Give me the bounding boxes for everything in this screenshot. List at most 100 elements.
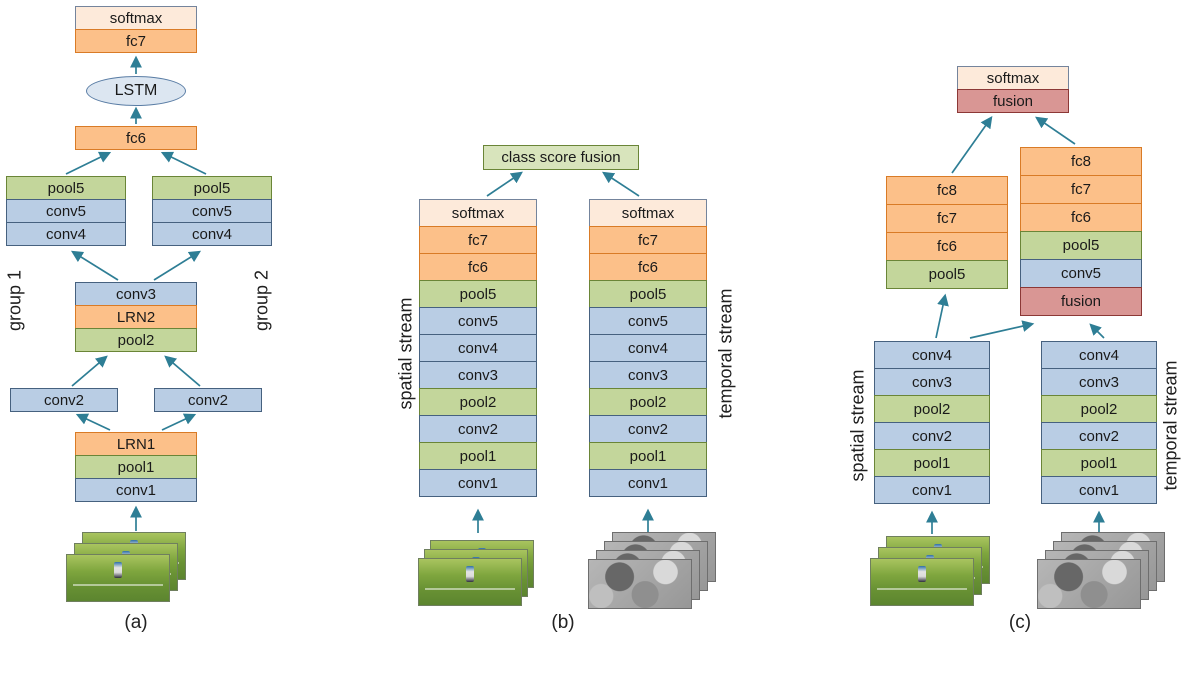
temporal-stream-stack-c: conv4 conv3 pool2 conv2 pool1 conv1 xyxy=(1041,341,1157,504)
layer-lrn1: LRN1 xyxy=(75,432,197,456)
layer-fc7: fc7 xyxy=(1020,175,1142,204)
layer-fusion: fusion xyxy=(1020,287,1142,316)
flow-frame xyxy=(588,559,692,609)
arrow xyxy=(70,250,119,281)
layer-conv1: conv1 xyxy=(874,476,990,504)
arrow xyxy=(935,293,949,339)
layer-pool1: pool1 xyxy=(1041,449,1157,477)
layer-pool2: pool2 xyxy=(419,388,537,416)
temporal-stream-stack-b: softmax fc7 fc6 pool5 conv5 conv4 conv3 … xyxy=(589,199,707,497)
arrow xyxy=(75,413,111,431)
head-stack-a: softmax fc7 xyxy=(75,6,197,53)
video-frames-spatial-b xyxy=(418,540,550,618)
layer-conv2: conv2 xyxy=(419,415,537,443)
mid-stack-a: conv3 LRN2 pool2 xyxy=(75,282,197,352)
layer-fc8: fc8 xyxy=(1020,147,1142,176)
layer-fc7: fc7 xyxy=(419,226,537,254)
arrow xyxy=(486,171,523,197)
layer-fc6: fc6 xyxy=(75,126,197,150)
video-frame xyxy=(418,558,522,606)
layer-conv4: conv4 xyxy=(1041,341,1157,369)
layer-conv1: conv1 xyxy=(419,469,537,497)
layer-pool2: pool2 xyxy=(1041,395,1157,423)
video-frames-spatial-c xyxy=(870,536,1002,614)
video-frames-spatial-a xyxy=(66,532,198,610)
layer-softmax: softmax xyxy=(589,199,707,227)
layer-conv5: conv5 xyxy=(419,307,537,335)
layer-conv3: conv3 xyxy=(419,361,537,389)
flow-frame xyxy=(1037,559,1141,609)
layer-conv4: conv4 xyxy=(6,222,126,246)
layer-pool1: pool1 xyxy=(419,442,537,470)
layer-pool5: pool5 xyxy=(589,280,707,308)
layer-conv4: conv4 xyxy=(874,341,990,369)
layer-conv3: conv3 xyxy=(75,282,197,306)
bottom-stack-a: LRN1 pool1 conv1 xyxy=(75,432,197,502)
arrow xyxy=(71,355,108,387)
layer-softmax: softmax xyxy=(75,6,197,30)
layer-softmax: softmax xyxy=(957,66,1069,90)
layer-pool2: pool2 xyxy=(589,388,707,416)
layer-pool2: pool2 xyxy=(75,328,197,352)
layer-pool2: pool2 xyxy=(874,395,990,423)
layer-conv5: conv5 xyxy=(589,307,707,335)
layer-pool1: pool1 xyxy=(874,449,990,477)
layer-fc6: fc6 xyxy=(886,232,1008,261)
layer-conv2: conv2 xyxy=(874,422,990,450)
arrow xyxy=(160,151,207,175)
layer-conv1: conv1 xyxy=(589,469,707,497)
layer-conv1: conv1 xyxy=(1041,476,1157,504)
optical-flow-frames-c xyxy=(1037,532,1169,610)
video-frame xyxy=(870,558,974,606)
layer-pool1: pool1 xyxy=(589,442,707,470)
layer-conv4: conv4 xyxy=(589,334,707,362)
caption-a: (a) xyxy=(124,612,148,633)
arrow xyxy=(602,171,640,197)
layer-fc6: fc6 xyxy=(589,253,707,281)
arrow xyxy=(969,320,1035,339)
layer-conv4: conv4 xyxy=(152,222,272,246)
layer-conv3: conv3 xyxy=(589,361,707,389)
caption-b: (b) xyxy=(551,612,575,633)
spatial-stream-label-c: spatial stream xyxy=(847,369,868,482)
layer-conv5: conv5 xyxy=(152,199,272,223)
right-head-stack-c: fc8 fc7 fc6 pool5 conv5 fusion xyxy=(1020,147,1142,316)
layer-conv1: conv1 xyxy=(75,478,197,502)
layer-fusion: fusion xyxy=(957,89,1069,113)
arrow xyxy=(153,250,202,281)
group1-stack: pool5 conv5 conv4 xyxy=(6,176,126,246)
layer-pool5: pool5 xyxy=(6,176,126,200)
layer-pool5: pool5 xyxy=(152,176,272,200)
arrow xyxy=(1035,116,1076,145)
arrow xyxy=(1089,323,1105,339)
layer-conv3: conv3 xyxy=(1041,368,1157,396)
spatial-stream-stack-c: conv4 conv3 pool2 conv2 pool1 conv1 xyxy=(874,341,990,504)
layer-conv2-left: conv2 xyxy=(10,388,118,412)
arrow xyxy=(65,151,112,175)
layer-pool5: pool5 xyxy=(419,280,537,308)
arrow xyxy=(164,355,201,387)
caption-c: (c) xyxy=(1008,612,1032,633)
layer-fc8: fc8 xyxy=(886,176,1008,205)
layer-softmax: softmax xyxy=(419,199,537,227)
layer-fc6: fc6 xyxy=(419,253,537,281)
layer-conv2: conv2 xyxy=(1041,422,1157,450)
temporal-stream-label-c: temporal stream xyxy=(1160,360,1181,491)
spatial-stream-stack-b: softmax fc7 fc6 pool5 conv5 conv4 conv3 … xyxy=(419,199,537,497)
group2-label: group 2 xyxy=(251,269,272,332)
class-score-fusion-box: class score fusion xyxy=(483,145,639,170)
spatial-stream-label-b: spatial stream xyxy=(395,297,416,410)
lstm-node: LSTM xyxy=(86,76,186,106)
temporal-stream-label-b: temporal stream xyxy=(715,288,736,419)
layer-fc6: fc6 xyxy=(1020,203,1142,232)
head-stack-c: softmax fusion xyxy=(957,66,1069,113)
arrow xyxy=(951,116,993,174)
layer-conv2-right: conv2 xyxy=(154,388,262,412)
layer-conv5: conv5 xyxy=(1020,259,1142,288)
layer-pool1: pool1 xyxy=(75,455,197,479)
left-head-stack-c: fc8 fc7 fc6 pool5 xyxy=(886,176,1008,289)
layer-lrn2: LRN2 xyxy=(75,305,197,329)
arrow xyxy=(161,413,197,431)
group2-stack: pool5 conv5 conv4 xyxy=(152,176,272,246)
